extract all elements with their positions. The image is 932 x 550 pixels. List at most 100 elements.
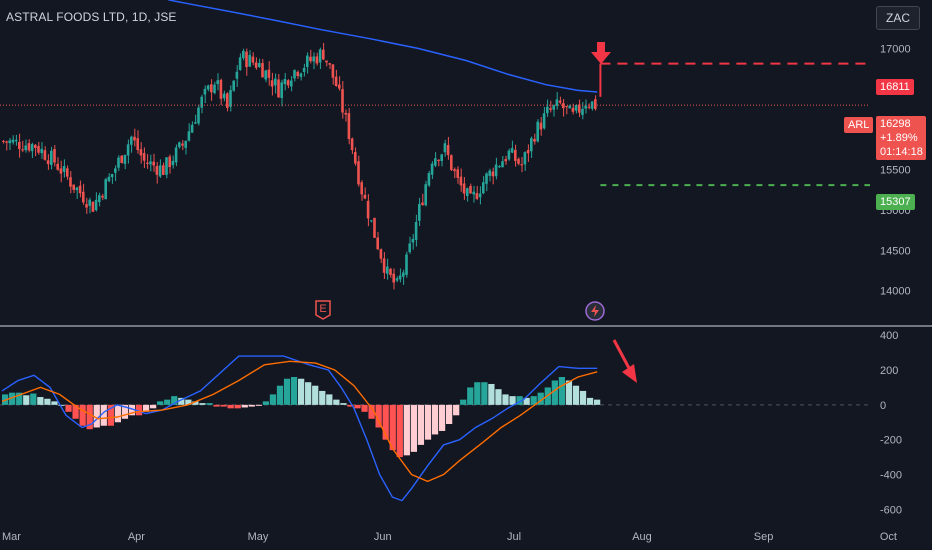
candle-body (478, 193, 482, 198)
candle-body (357, 161, 360, 185)
candle-body (542, 113, 546, 129)
candle-body (344, 112, 347, 115)
candle-body (347, 113, 351, 140)
macd-histogram-bar (37, 397, 44, 405)
candle-body (213, 84, 216, 93)
candle-body (94, 199, 98, 211)
candle-body (466, 188, 469, 196)
candle-body (414, 221, 418, 240)
candle-body (530, 138, 533, 152)
candle-body (117, 157, 120, 168)
candle-body (210, 84, 213, 93)
macd-histogram-bar (523, 397, 530, 405)
candle-body (501, 161, 504, 168)
macd-histogram-bar (326, 394, 333, 405)
macd-histogram-bar (467, 387, 474, 405)
candle-body (75, 187, 79, 191)
candle-body (130, 136, 133, 145)
earnings-marker[interactable]: E (314, 300, 332, 320)
diagonal-arrow-head-icon (622, 364, 637, 383)
macd-histogram-bar (403, 404, 410, 456)
candle-body (2, 140, 5, 142)
candle-body (107, 176, 111, 182)
macd-histogram-bar (368, 404, 375, 419)
macd-histogram-bar (79, 404, 86, 426)
candle-body (59, 168, 63, 174)
candle-body (258, 63, 261, 67)
price-pane[interactable] (0, 0, 870, 290)
earnings-icon (315, 300, 331, 320)
candle-body (242, 50, 245, 59)
macd-histogram-bar (565, 380, 573, 405)
candle-body (584, 105, 587, 109)
candle-body (267, 69, 271, 78)
candle-body (331, 64, 335, 78)
candle-body (549, 108, 552, 110)
macd-histogram-bar (579, 390, 587, 405)
candle-body (114, 168, 117, 173)
candle-body (350, 138, 354, 151)
macd-histogram-bar (431, 404, 439, 435)
macd-histogram-bar (347, 404, 354, 407)
candle-body (453, 169, 456, 172)
macd-histogram-bar (382, 404, 389, 440)
candle-body (78, 185, 82, 194)
macd-axis-label: -200 (880, 435, 902, 447)
candle-body (366, 200, 370, 219)
macd-histogram-bar (276, 385, 284, 405)
macd-histogram-bar (319, 390, 326, 405)
candle-body (120, 155, 123, 163)
candle-body (398, 275, 402, 280)
candle-body (568, 105, 571, 109)
candle-body (229, 90, 232, 107)
candle-body (475, 193, 479, 199)
macd-axis-label: -600 (880, 504, 902, 516)
candle-body (274, 78, 277, 86)
candle-body (312, 56, 315, 62)
axes: 1700016500155001500014500140004002000-20… (0, 43, 932, 543)
candle-body (235, 71, 239, 79)
candle-body (491, 171, 495, 177)
candle-body (341, 89, 344, 113)
dividend-marker[interactable] (585, 301, 605, 321)
candle-body (203, 88, 207, 95)
candle-body (594, 99, 597, 109)
candle-body (565, 106, 568, 108)
candle-body (322, 49, 325, 60)
candle-body (424, 184, 427, 206)
candle-body (482, 182, 485, 194)
macd-histogram-bar (262, 401, 270, 405)
candle-body (222, 93, 226, 99)
macd-pane[interactable] (0, 339, 870, 502)
candle-body (338, 84, 341, 89)
candle-body (382, 258, 386, 273)
lightning-icon (585, 301, 605, 321)
time-axis-label: Apr (128, 531, 145, 543)
candle-body (376, 237, 379, 250)
candle-body (498, 166, 501, 168)
candle-body (178, 142, 181, 148)
macd-histogram-bar (509, 396, 516, 405)
candle-body (174, 147, 178, 163)
candle-body (66, 168, 69, 177)
candle-body (581, 108, 584, 115)
macd-histogram-bar (58, 404, 65, 406)
candle-body (296, 71, 299, 77)
candle-body (254, 62, 258, 68)
macd-axis-label: -400 (880, 469, 902, 481)
macd-histogram-bar (150, 404, 157, 409)
candle-body (146, 162, 149, 164)
macd-histogram-bar (234, 404, 241, 409)
currency-button[interactable]: ZAC (876, 6, 920, 30)
candle-body (485, 173, 488, 184)
macd-histogram-bar (86, 404, 93, 430)
macd-histogram-bar (44, 398, 51, 405)
macd-histogram-bar (206, 403, 213, 405)
candle-body (290, 80, 293, 87)
candle-body (418, 203, 421, 221)
candle-body (162, 165, 165, 175)
macd-histogram-bar (572, 385, 580, 405)
macd-histogram-bar (178, 397, 185, 405)
diagonal-arrow-shaft (612, 339, 632, 371)
candle-body (283, 78, 287, 85)
